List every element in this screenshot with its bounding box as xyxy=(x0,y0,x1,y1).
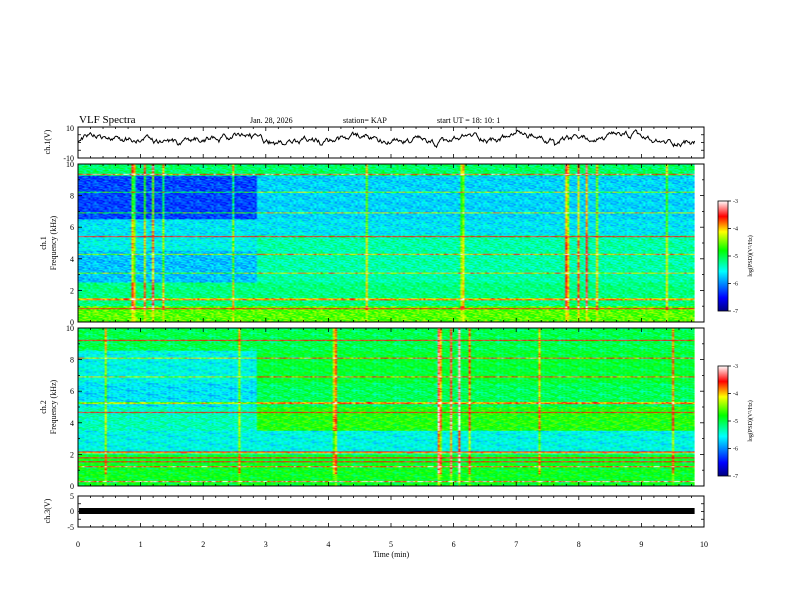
time-tick-label: 2 xyxy=(201,540,205,549)
ch2-colorbar-label: log(PSD)(V²/Hz) xyxy=(747,400,754,441)
ch3-ytick-middle: 0 xyxy=(70,507,74,516)
ch1-waveform-ylabel: ch.1(V) xyxy=(43,129,52,154)
colorbar-tick-label: -3 xyxy=(733,364,738,370)
time-tick-label: 9 xyxy=(639,540,643,549)
ch1-spectrogram-panel: 0 2 4 6 8 10 ch.1 Frequency (kHz) xyxy=(39,160,705,327)
ch2-colorbar-gradient xyxy=(717,365,729,477)
time-tick-label: 6 xyxy=(452,540,456,549)
ch1-spectrogram-x-ticks xyxy=(77,164,705,322)
ch2-spectrogram-ylabel: Frequency (kHz) xyxy=(49,379,58,434)
frequency-tick-label: 0 xyxy=(70,318,74,327)
ch1-ytick-top: 10 xyxy=(66,124,74,133)
colorbar-tick-label: -4 xyxy=(733,227,738,233)
ch3-ytick-bottom: -5 xyxy=(67,523,74,532)
frequency-tick-label: 0 xyxy=(70,482,74,491)
ch2-spectrogram-x-ticks xyxy=(77,328,705,486)
ch1-waveform-line xyxy=(77,129,696,149)
colorbar-tick-label: -3 xyxy=(733,199,738,205)
ch1-colorbar: -3 -4 -5 -6 -7 log(PSD)(V²/Hz) xyxy=(717,199,754,315)
ch3-waveform-panel: 5 0 -5 ch.3(V) 0 1 2 3 4 5 6 7 8 9 10 Time (min) xyxy=(43,492,708,559)
ch2-spectrogram-channel-label: ch.2 xyxy=(39,400,48,414)
frequency-tick-label: 4 xyxy=(70,419,74,428)
ch2-colorbar-ticks: -3 -4 -5 -6 -7 xyxy=(728,364,738,480)
time-tick-label: 10 xyxy=(700,540,708,549)
ch1-waveform-x-ticks xyxy=(77,126,705,159)
time-tick-label: 0 xyxy=(76,540,80,549)
start-time-label: start UT = 18: 10: 1 xyxy=(437,116,500,125)
ch1-spectrogram-image xyxy=(78,164,695,322)
frequency-tick-label: 6 xyxy=(70,223,74,232)
ch3-waveform-x-ticks xyxy=(77,495,705,528)
ch3-waveform-trace xyxy=(79,508,695,514)
ch1-spectrogram-channel-label: ch.1 xyxy=(39,236,48,250)
ch1-colorbar-ticks: -3 -4 -5 -6 -7 xyxy=(728,199,738,315)
colorbar-tick-label: -7 xyxy=(733,474,738,480)
frequency-tick-label: 10 xyxy=(66,160,74,169)
time-tick-label: 8 xyxy=(577,540,581,549)
time-axis-label: Time (min) xyxy=(373,550,410,559)
frequency-tick-label: 2 xyxy=(70,450,74,459)
colorbar-tick-label: -4 xyxy=(733,392,738,398)
ch3-ytick-top: 5 xyxy=(70,492,74,501)
ch1-ytick-bottom: -10 xyxy=(63,154,74,163)
frequency-tick-label: 2 xyxy=(70,286,74,295)
ch3-waveform-ylabel: ch.3(V) xyxy=(43,498,52,523)
ch1-waveform-panel: 10 -10 ch.1(V) xyxy=(43,124,705,163)
station-label: station= KAP xyxy=(343,116,387,125)
ch1-colorbar-gradient xyxy=(717,200,729,312)
colorbar-tick-label: -6 xyxy=(733,282,738,288)
colorbar-tick-label: -6 xyxy=(733,447,738,453)
frequency-tick-label: 6 xyxy=(70,387,74,396)
frequency-tick-label: 4 xyxy=(70,255,74,264)
time-tick-label: 3 xyxy=(264,540,268,549)
time-tick-label: 1 xyxy=(139,540,143,549)
frequency-tick-label: 8 xyxy=(70,356,74,365)
ch1-spectrogram-ylabel: Frequency (kHz) xyxy=(49,215,58,270)
time-axis-tick-labels: 0 1 2 3 4 5 6 7 8 9 10 xyxy=(76,540,708,549)
colorbar-tick-label: -7 xyxy=(733,309,738,315)
frequency-tick-label: 8 xyxy=(70,192,74,201)
frequency-tick-label: 10 xyxy=(66,324,74,333)
colorbar-tick-label: -5 xyxy=(733,419,738,425)
colorbar-tick-label: -5 xyxy=(733,254,738,260)
ch1-spectrogram-y-ticks: 0 2 4 6 8 10 xyxy=(66,160,704,327)
time-tick-label: 5 xyxy=(389,540,393,549)
ch2-spectrogram-image xyxy=(78,328,695,486)
ch2-colorbar: -3 -4 -5 -6 -7 log(PSD)(V²/Hz) xyxy=(717,364,754,480)
time-tick-label: 4 xyxy=(326,540,330,549)
figure-title: VLF Spectra xyxy=(79,114,136,126)
ch2-spectrogram-panel: 0 2 4 6 8 10 ch.2 Frequency (kHz) xyxy=(39,324,705,491)
date-label: Jan. 28, 2026 xyxy=(250,116,293,125)
time-tick-label: 7 xyxy=(514,540,518,549)
ch2-spectrogram-y-ticks: 0 2 4 6 8 10 xyxy=(66,324,704,491)
ch1-colorbar-label: log(PSD)(V²/Hz) xyxy=(747,235,754,276)
